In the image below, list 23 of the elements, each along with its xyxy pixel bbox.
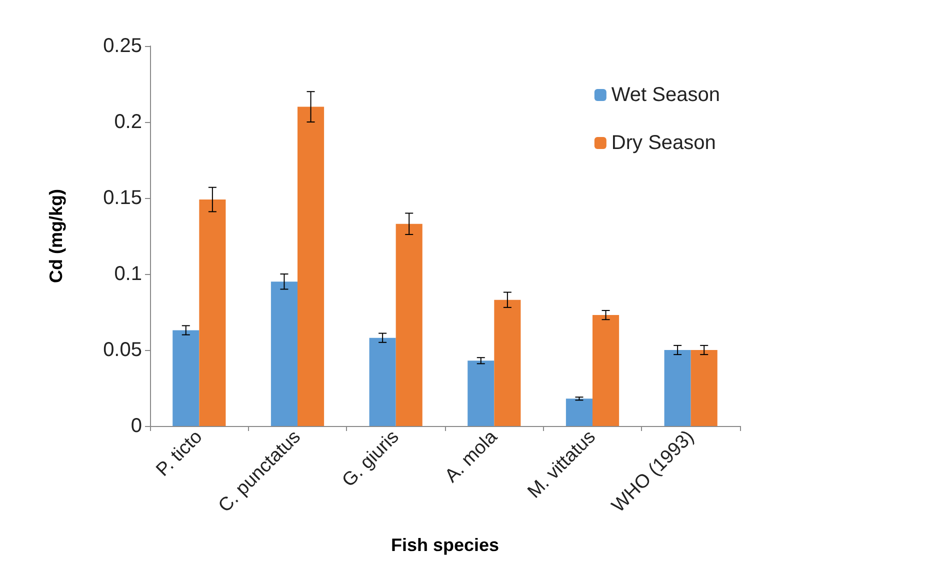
- y-tick-label: 0.25: [103, 35, 142, 57]
- legend-label: Dry Season: [611, 132, 716, 154]
- bar: [396, 224, 422, 426]
- y-axis-title: Cd (mg/kg): [46, 189, 66, 283]
- x-axis-title: Fish species: [390, 535, 500, 555]
- bar: [592, 315, 620, 426]
- legend-label: Wet Season: [611, 84, 720, 106]
- y-tick-label: 0.1: [114, 263, 142, 285]
- bar: [270, 282, 298, 426]
- bar: [199, 200, 226, 426]
- y-tick-label: 0: [130, 415, 142, 437]
- bar: [690, 350, 718, 426]
- x-tick-label: P. ticto: [152, 426, 207, 481]
- y-tick-label: 0.2: [114, 111, 142, 133]
- bar: [566, 398, 592, 426]
- y-tick-label: 0.15: [103, 187, 142, 209]
- bar: [664, 350, 691, 426]
- bar: [369, 338, 396, 426]
- bar: [172, 330, 200, 426]
- y-tick-label: 0.05: [103, 339, 142, 361]
- bar: [494, 300, 521, 426]
- bar: [468, 360, 494, 426]
- bar: [298, 106, 324, 426]
